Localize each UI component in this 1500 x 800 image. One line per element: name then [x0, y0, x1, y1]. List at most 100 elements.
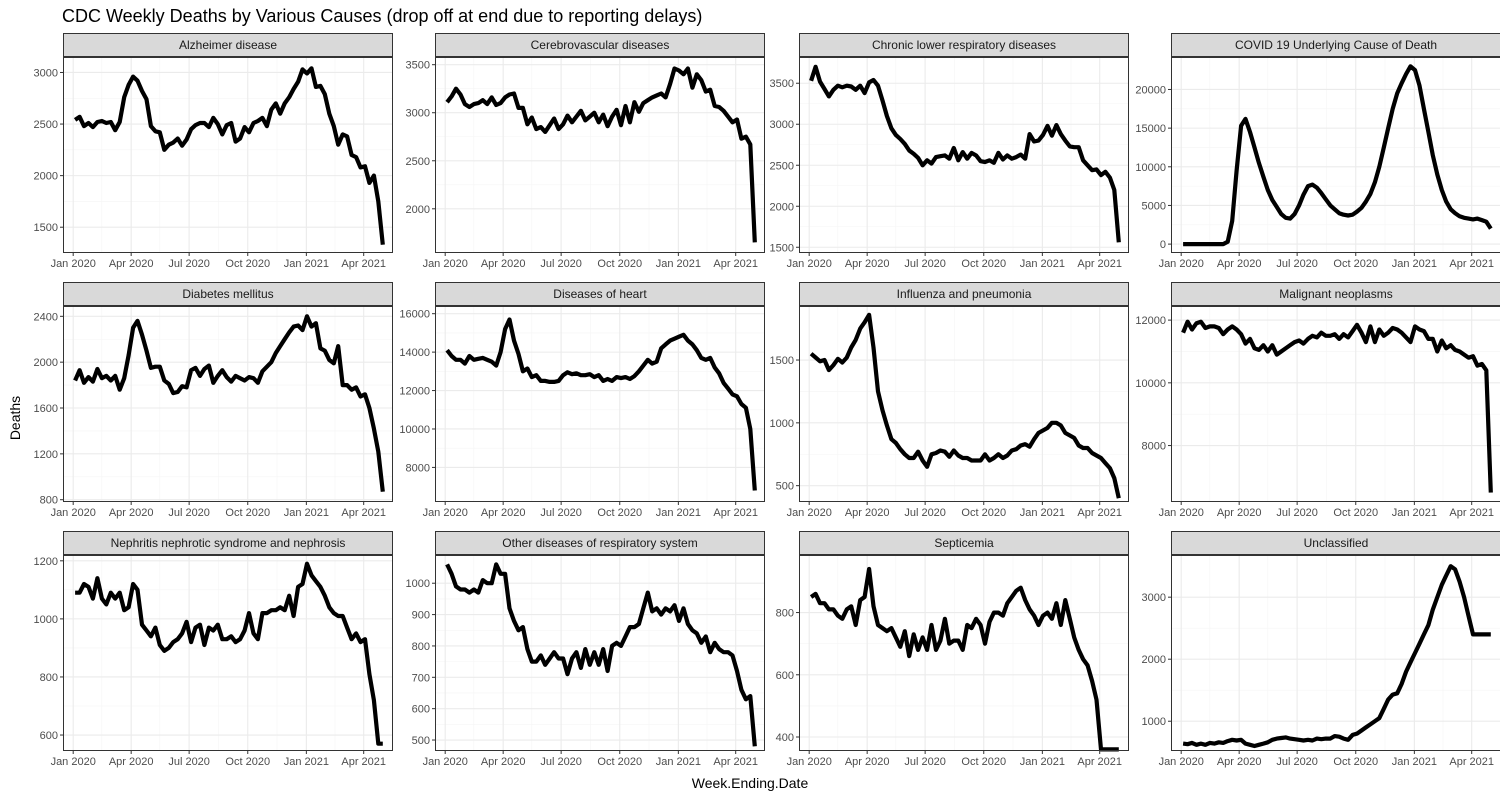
panel-border [63, 306, 393, 502]
y-tick-label: 0 [1160, 239, 1166, 251]
x-tick-label: Oct 2020 [597, 258, 642, 270]
series-line [1182, 564, 1491, 749]
series-line [809, 312, 1121, 499]
facet-strip-label: Diabetes mellitus [182, 287, 273, 301]
panel-background [63, 555, 393, 751]
panel-border [435, 555, 765, 751]
y-tick-label: 2500 [406, 156, 430, 168]
series-line [1183, 64, 1493, 247]
y-tick-label: 12000 [399, 386, 430, 398]
series-line [1181, 319, 1493, 493]
x-tick-label: Apr 2021 [341, 507, 386, 519]
y-tick-label: 500 [776, 481, 794, 493]
facet-panel: 500 1000 1500 Jan 2020 Apr 2020 Jul 2020 Oct 2… [770, 282, 1129, 519]
x-tick-label: Jul 2020 [168, 507, 210, 519]
x-tick-label: Apr 2021 [1449, 756, 1494, 768]
x-tick-label: Jul 2020 [540, 258, 582, 270]
facet-panel: 2000 2500 3000 3500 Jan 2020 Apr 2020 Jul 2020… [406, 33, 765, 270]
panel-background [63, 57, 393, 253]
facet-strip [1171, 531, 1500, 555]
x-tick-label: Jan 2021 [1020, 756, 1065, 768]
facet-strip-label: Other diseases of respiratory system [502, 536, 697, 550]
x-tick-label: Oct 2020 [1333, 507, 1378, 519]
x-tick-label: Jul 2020 [1276, 756, 1318, 768]
x-tick-label: Apr 2021 [1449, 507, 1494, 519]
facet-strip-label: Septicemia [934, 536, 994, 550]
panel-background [1171, 57, 1500, 253]
facet-strip [799, 33, 1129, 57]
series-line [75, 561, 383, 746]
facet-strip [1171, 282, 1500, 306]
y-tick-label: 3500 [406, 60, 430, 72]
x-axis-title: Week.Ending.Date [691, 775, 809, 791]
x-tick-label: Jul 2020 [168, 756, 210, 768]
y-tick-label: 3500 [770, 78, 794, 90]
y-tick-label: 1200 [34, 556, 58, 568]
facet-panel: 600 800 1000 1200 Jan 2020 Apr 2020 Jul 2020 Oc… [34, 531, 393, 768]
facet-strip-label: Diseases of heart [553, 287, 647, 301]
facet-strip [799, 531, 1129, 555]
panel-border [435, 306, 765, 502]
panel-border [799, 555, 1129, 751]
facet-strip [63, 282, 393, 306]
facet-panel: 400 600 800 Jan 2020 Apr 2020 Jul 2020 Oct 202… [776, 531, 1129, 768]
series-line [809, 566, 1119, 752]
x-tick-label: Jan 2020 [51, 756, 96, 768]
y-tick-label: 800 [776, 608, 794, 620]
y-tick-label: 10000 [1135, 378, 1166, 390]
x-tick-label: Jan 2020 [423, 756, 468, 768]
panel-background [435, 57, 765, 253]
panel-border [1171, 306, 1500, 502]
y-tick-label: 8000 [1142, 441, 1166, 453]
x-tick-label: Jan 2021 [284, 507, 329, 519]
series-line [73, 314, 385, 492]
series-line [73, 66, 385, 245]
x-tick-label: Jan 2021 [1392, 507, 1437, 519]
x-tick-label: Apr 2021 [1077, 507, 1122, 519]
y-tick-label: 2000 [1142, 654, 1166, 666]
facet-strip [799, 282, 1129, 306]
x-tick-label: Jul 2020 [904, 756, 946, 768]
y-tick-label: 600 [776, 670, 794, 682]
x-tick-label: Apr 2020 [1217, 258, 1262, 270]
x-tick-label: Jan 2020 [787, 507, 832, 519]
x-tick-label: Jan 2020 [51, 507, 96, 519]
x-tick-label: Oct 2020 [225, 756, 270, 768]
y-tick-label: 3000 [1142, 592, 1166, 604]
x-tick-label: Jan 2021 [284, 756, 329, 768]
y-tick-label: 800 [412, 641, 430, 653]
x-tick-label: Jul 2020 [540, 756, 582, 768]
facet-strip [435, 33, 765, 57]
panel-background [1171, 555, 1500, 751]
x-tick-label: Jul 2020 [904, 507, 946, 519]
x-tick-label: Jan 2021 [1020, 507, 1065, 519]
x-tick-label: Apr 2021 [713, 756, 758, 768]
y-tick-label: 2400 [34, 311, 58, 323]
x-tick-label: Jan 2020 [787, 756, 832, 768]
x-tick-label: Oct 2020 [225, 258, 270, 270]
y-tick-label: 1200 [34, 449, 58, 461]
y-tick-label: 2000 [34, 357, 58, 369]
x-tick-label: Apr 2020 [845, 756, 890, 768]
x-tick-label: Apr 2021 [1077, 756, 1122, 768]
x-tick-label: Apr 2020 [481, 756, 526, 768]
series-line [445, 317, 757, 491]
facet-strip-label: Nephritis nephrotic syndrome and nephros… [111, 536, 346, 550]
panel-background [63, 306, 393, 502]
x-tick-label: Oct 2020 [597, 507, 642, 519]
x-tick-label: Apr 2021 [713, 507, 758, 519]
panel-border [799, 306, 1129, 502]
facet-panel: 8000 10000 12000 Jan 2020 Apr 2020 Jul 2020 Oc… [1135, 282, 1500, 519]
facet-strip-label: Unclassified [1304, 536, 1369, 550]
x-tick-label: Jan 2021 [1392, 258, 1437, 270]
series-line [445, 66, 757, 243]
y-tick-label: 20000 [1135, 84, 1166, 96]
y-tick-label: 1000 [406, 578, 430, 590]
x-tick-label: Jan 2021 [656, 507, 701, 519]
x-tick-label: Apr 2021 [341, 756, 386, 768]
x-tick-label: Apr 2021 [1449, 258, 1494, 270]
x-tick-label: Jan 2021 [656, 756, 701, 768]
y-tick-label: 2000 [770, 201, 794, 213]
facet-panel: 800 1200 1600 2000 2400 Jan 2020 Apr 2020 Jul 2… [34, 282, 393, 519]
panel-background [435, 306, 765, 502]
